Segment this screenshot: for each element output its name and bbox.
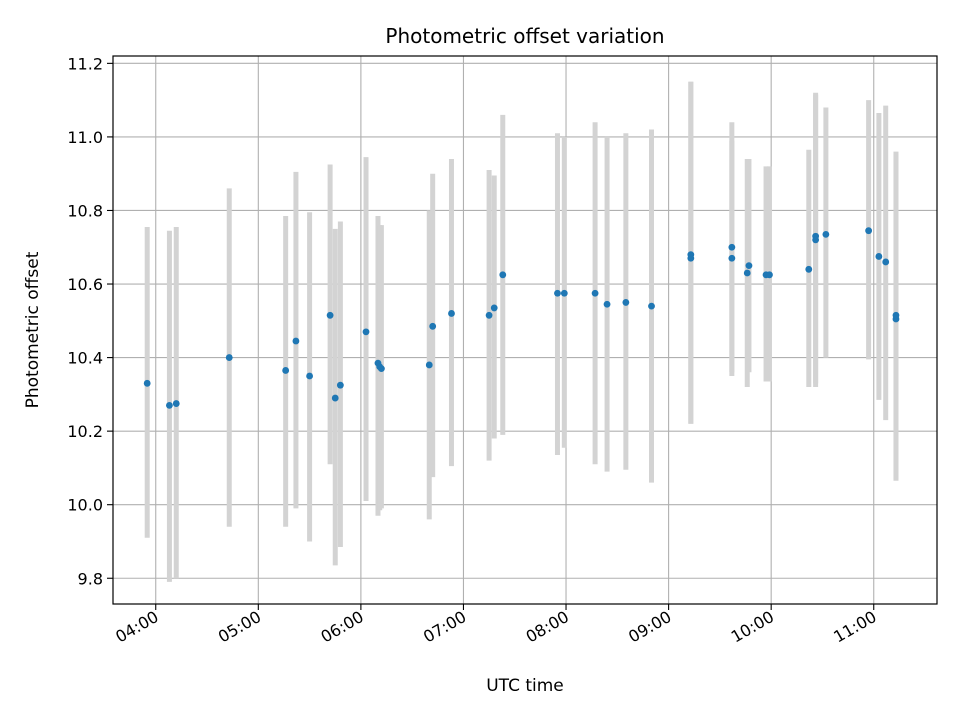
plot-frame [112, 55, 938, 605]
data-point [362, 328, 370, 336]
data-point [865, 227, 873, 235]
chart-title: Photometric offset variation [385, 24, 664, 48]
data-point [485, 311, 493, 319]
data-point [591, 289, 599, 297]
data-point [292, 337, 300, 345]
y-tick-label: 11.0 [67, 128, 103, 147]
data-point [728, 254, 736, 262]
y-tick-label: 11.2 [67, 54, 103, 73]
data-point [326, 311, 334, 319]
data-point [490, 304, 498, 312]
data-point [172, 400, 180, 407]
y-tick-label: 10.4 [67, 349, 103, 368]
data-point [812, 236, 820, 244]
data-point [728, 243, 736, 251]
y-tick-label: 10.2 [67, 422, 103, 441]
y-tick-label: 10.0 [67, 496, 103, 515]
data-point [892, 311, 900, 319]
data-point [429, 322, 437, 330]
data-point [499, 271, 507, 279]
data-point [143, 379, 151, 387]
data-point [603, 300, 611, 308]
data-point [622, 299, 630, 306]
data-point [687, 254, 695, 262]
data-point [875, 253, 883, 260]
data-point [425, 361, 433, 369]
data-points [143, 227, 900, 409]
y-tick-label: 10.8 [67, 201, 103, 220]
data-point [331, 394, 339, 402]
data-point [648, 302, 655, 310]
data-point [766, 271, 773, 279]
x-axis-title: UTC time [486, 676, 564, 696]
data-point [166, 401, 173, 409]
data-point [336, 381, 344, 389]
data-point [377, 365, 385, 373]
data-point [560, 289, 568, 297]
y-axis-title: Photometric offset [23, 251, 43, 408]
grid [113, 56, 937, 604]
y-axis: 9.8 10.0 10.2 10.4 10.6 10.8 11.0 11.2 [67, 54, 113, 588]
y-tick-label: 9.8 [78, 569, 103, 588]
data-point [554, 289, 561, 297]
data-point [282, 367, 290, 374]
data-point [225, 354, 233, 361]
data-point [805, 265, 813, 273]
data-point [306, 372, 313, 380]
y-tick-label: 10.6 [67, 275, 103, 294]
data-point [448, 310, 455, 317]
data-point [745, 262, 753, 270]
data-point [743, 269, 751, 277]
data-point [822, 230, 830, 238]
data-point [882, 258, 890, 266]
